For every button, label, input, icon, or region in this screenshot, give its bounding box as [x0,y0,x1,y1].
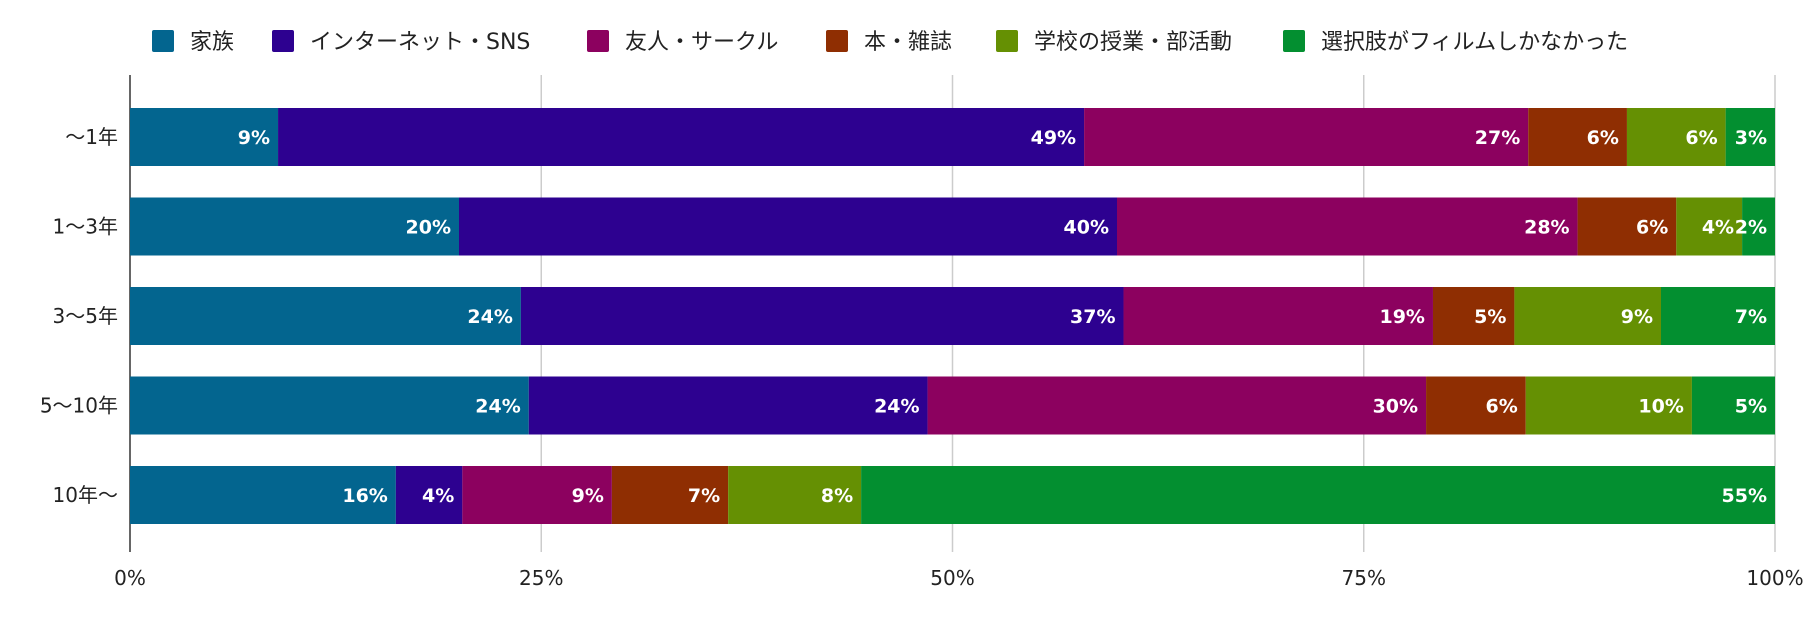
legend-label: 家族 [190,30,234,55]
bar-row: 9% 49% 27% 6% 6% 3% [130,108,1775,166]
bar-segment [1676,197,1743,256]
legend-swatch [826,30,848,52]
legend: 家族 インターネット・SNS 友人・サークル 本・雑誌 学校の授業・部活動 選択肢がフィル… [152,30,1628,55]
bar-segment [1742,197,1775,256]
bar-segment [1084,108,1529,166]
data-label: 55% [1722,485,1767,507]
legend-label: 選択肢がフィルムしかなかった [1321,30,1628,55]
data-label: 27% [1475,127,1520,149]
data-label: 30% [1373,396,1418,418]
bar-segment [130,108,279,166]
bar-segment [1626,108,1726,166]
data-label: 6% [1685,127,1717,149]
bar-segment [130,197,459,256]
bar-segment [1117,197,1578,256]
value-axis: 0% 25% 50% 75% 100% [114,566,1803,590]
category-label: 10年〜 [53,483,118,507]
bar-segment [459,197,1117,256]
tick-label: 75% [1342,566,1386,590]
data-label: 4% [1702,217,1734,239]
data-label: 9% [238,127,270,149]
legend-swatch [587,30,609,52]
bar-segment [1691,376,1775,435]
bar-segment [130,287,521,345]
data-label: 6% [1485,396,1517,418]
category-label: 〜1年 [65,125,118,149]
legend-label: 学校の授業・部活動 [1034,30,1232,55]
bar-segment [130,376,529,435]
data-label: 9% [1621,306,1653,328]
bar-segment [861,466,1775,524]
data-label: 4% [422,485,454,507]
bar-segment [1514,287,1661,345]
data-label: 5% [1474,306,1506,328]
bar-segment [462,466,612,524]
data-label: 24% [475,396,520,418]
data-label: 24% [467,306,512,328]
tick-label: 100% [1746,566,1803,590]
data-label: 7% [1735,306,1767,328]
bar-segment [1426,376,1526,435]
bar-row: 20% 40% 28% 6% 4% 2% [130,197,1775,256]
data-label: 20% [406,217,451,239]
bar-segment [520,287,1124,345]
legend-label: 友人・サークル [625,30,778,55]
bar-row: 16% 4% 9% 7% 8% 55% [130,466,1775,524]
bar-row: 24% 24% 30% 6% 10% 5% [130,376,1775,435]
tick-label: 25% [519,566,563,590]
legend-item: 友人・サークル [587,30,778,55]
bar-segment [528,376,928,435]
legend-swatch [152,30,174,52]
data-label: 5% [1735,396,1767,418]
legend-item: インターネット・SNS [272,30,530,55]
data-label: 6% [1636,217,1668,239]
legend-swatch [996,30,1018,52]
bars: 9% 49% 27% 6% 6% 3%20% 40% 28% 6% 4% 2%24% 37% 19% 5%… [130,108,1775,524]
tick-label: 50% [930,566,974,590]
data-label: 10% [1638,396,1683,418]
data-label: 3% [1735,127,1767,149]
data-label: 9% [572,485,604,507]
legend-swatch [272,30,294,52]
data-label: 6% [1587,127,1619,149]
data-label: 2% [1735,217,1767,239]
bar-segment [395,466,463,524]
bar-segment [728,466,862,524]
bar-row: 24% 37% 19% 5% 9% 7% [130,287,1775,345]
category-label: 5〜10年 [40,394,118,418]
data-label: 24% [874,396,919,418]
bar-segment [927,376,1427,435]
data-label: 49% [1031,127,1076,149]
legend-item: 本・雑誌 [826,30,952,55]
bar-segment [1528,108,1627,166]
bar-segment [130,466,396,524]
legend-item: 家族 [152,30,234,55]
data-label: 37% [1070,306,1115,328]
bar-segment [1660,287,1775,345]
data-label: 28% [1524,217,1569,239]
bar-segment [1577,197,1677,256]
category-label: 3〜5年 [53,304,118,328]
bar-segment [1525,376,1692,435]
bar-segment [1725,108,1775,166]
bar-segment [611,466,729,524]
data-label: 16% [342,485,387,507]
data-label: 40% [1064,217,1109,239]
legend-label: インターネット・SNS [310,30,530,55]
data-label: 7% [688,485,720,507]
bar-segment [278,108,1085,166]
category-label: 1〜3年 [53,215,118,239]
legend-swatch [1283,30,1305,52]
legend-item: 学校の授業・部活動 [996,30,1232,55]
category-axis: 〜1年 1〜3年 3〜5年 5〜10年 10年〜 [40,125,118,507]
bar-segment [1432,287,1515,345]
bar-segment [1123,287,1433,345]
data-label: 8% [821,485,853,507]
tick-label: 0% [114,566,146,590]
legend-label: 本・雑誌 [864,30,952,55]
legend-item: 選択肢がフィルムしかなかった [1283,30,1628,55]
data-label: 19% [1379,306,1424,328]
